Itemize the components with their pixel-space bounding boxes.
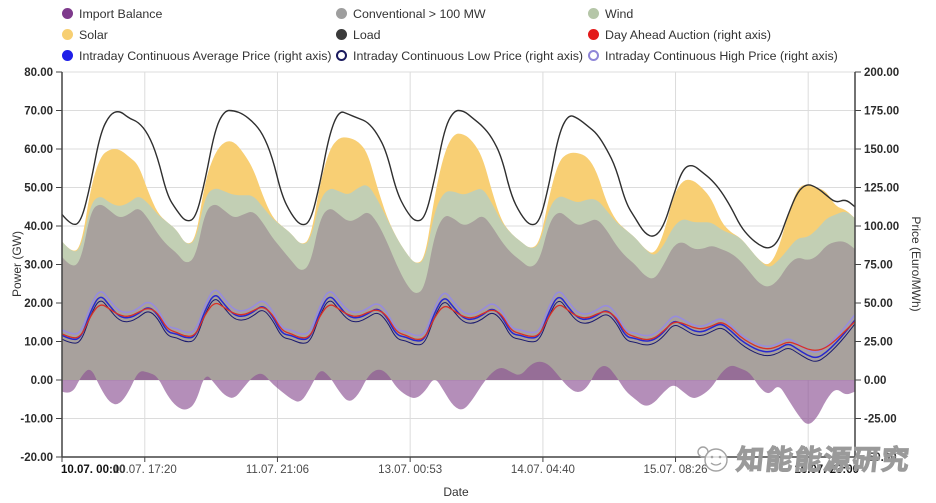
x-axis-title: Date	[443, 485, 469, 499]
x-tick-label: 11.07. 21:06	[246, 464, 309, 476]
left-tick-label: 30.00	[24, 260, 53, 272]
legend-item-import-balance[interactable]: Import Balance	[62, 4, 336, 23]
chart-legend: Import Balance Conventional > 100 MW Wind S…	[62, 4, 838, 65]
x-tick-label: 10.07. 17:20	[113, 464, 177, 476]
left-tick-label: 60.00	[24, 144, 53, 156]
legend-item-conventional[interactable]: Conventional > 100 MW	[336, 4, 588, 23]
left-tick-label: 10.00	[24, 337, 53, 349]
intraday-average-price-legend-marker-icon	[62, 50, 73, 61]
legend-label-intraday-average-price: Intraday Continuous Average Price (right…	[79, 48, 332, 63]
legend-item-wind[interactable]: Wind	[588, 4, 838, 23]
legend-item-intraday-low-price[interactable]: Intraday Continuous Low Price (right axi…	[336, 46, 588, 65]
legend-item-solar[interactable]: Solar	[62, 25, 336, 44]
import-balance-legend-marker-icon	[62, 8, 73, 19]
load-line	[61, 109, 856, 249]
right-tick-label: 125.00	[864, 183, 899, 195]
right-tick-label: 50.00	[864, 298, 893, 310]
x-tick-label: 10.07. 00:00	[61, 464, 126, 476]
legend-label-intraday-low-price: Intraday Continuous Low Price (right axi…	[353, 48, 584, 63]
day-ahead-auction-legend-marker-icon	[588, 29, 599, 40]
conventional-area	[62, 204, 855, 380]
solar-legend-marker-icon	[62, 29, 73, 40]
left-tick-label: 70.00	[24, 106, 53, 118]
right-tick-label: 0.00	[864, 375, 886, 387]
right-tick-label: 175.00	[864, 106, 899, 118]
legend-label-solar: Solar	[79, 27, 108, 42]
conventional-legend-marker-icon	[336, 8, 347, 19]
right-tick-label: 150.00	[864, 144, 899, 156]
left-tick-label: -20.00	[20, 452, 53, 464]
left-axis-title: Power (GW)	[10, 231, 24, 297]
right-tick-label: -25.00	[864, 414, 897, 426]
intraday-high-price-line	[61, 289, 856, 353]
legend-label-day-ahead-auction: Day Ahead Auction (right axis)	[605, 27, 771, 42]
load-legend-marker-icon	[336, 29, 347, 40]
x-tick-label: 14.07. 04:40	[511, 464, 575, 476]
legend-item-load[interactable]: Load	[336, 25, 588, 44]
legend-label-import-balance: Import Balance	[79, 6, 163, 21]
intraday-low-price-line	[61, 299, 856, 362]
right-tick-label: -50.00	[864, 452, 897, 464]
intraday-high-price-legend-marker-icon	[588, 50, 599, 61]
left-tick-label: 80.00	[24, 67, 53, 79]
right-tick-label: 25.00	[864, 337, 893, 349]
x-tick-label: 13.07. 00:53	[378, 464, 442, 476]
legend-label-load: Load	[353, 27, 381, 42]
left-tick-label: 50.00	[24, 183, 53, 195]
right-tick-label: 100.00	[864, 221, 899, 233]
right-tick-label: 200.00	[864, 67, 899, 79]
right-tick-label: 75.00	[864, 260, 893, 272]
legend-label-conventional: Conventional > 100 MW	[353, 6, 486, 21]
x-tick-label: 16.07. 23:00	[794, 464, 859, 476]
intraday-low-price-legend-marker-icon	[336, 50, 347, 61]
import-balance-area	[62, 361, 855, 424]
left-tick-label: 40.00	[24, 221, 53, 233]
day-ahead-auction-line	[61, 302, 856, 351]
left-tick-label: 0.00	[31, 375, 53, 387]
left-tick-label: -10.00	[20, 414, 53, 426]
wind-legend-marker-icon	[588, 8, 599, 19]
x-tick-label: 15.07. 08:26	[644, 464, 708, 476]
legend-label-intraday-high-price: Intraday Continuous High Price (right ax…	[605, 48, 838, 63]
right-axis-title: Price (Euro/MWh)	[909, 216, 923, 312]
legend-item-intraday-average-price[interactable]: Intraday Continuous Average Price (right…	[62, 46, 336, 65]
left-tick-label: 20.00	[24, 298, 53, 310]
legend-label-wind: Wind	[605, 6, 634, 21]
legend-item-day-ahead-auction[interactable]: Day Ahead Auction (right axis)	[588, 25, 838, 44]
legend-item-intraday-high-price[interactable]: Intraday Continuous High Price (right ax…	[588, 46, 838, 65]
